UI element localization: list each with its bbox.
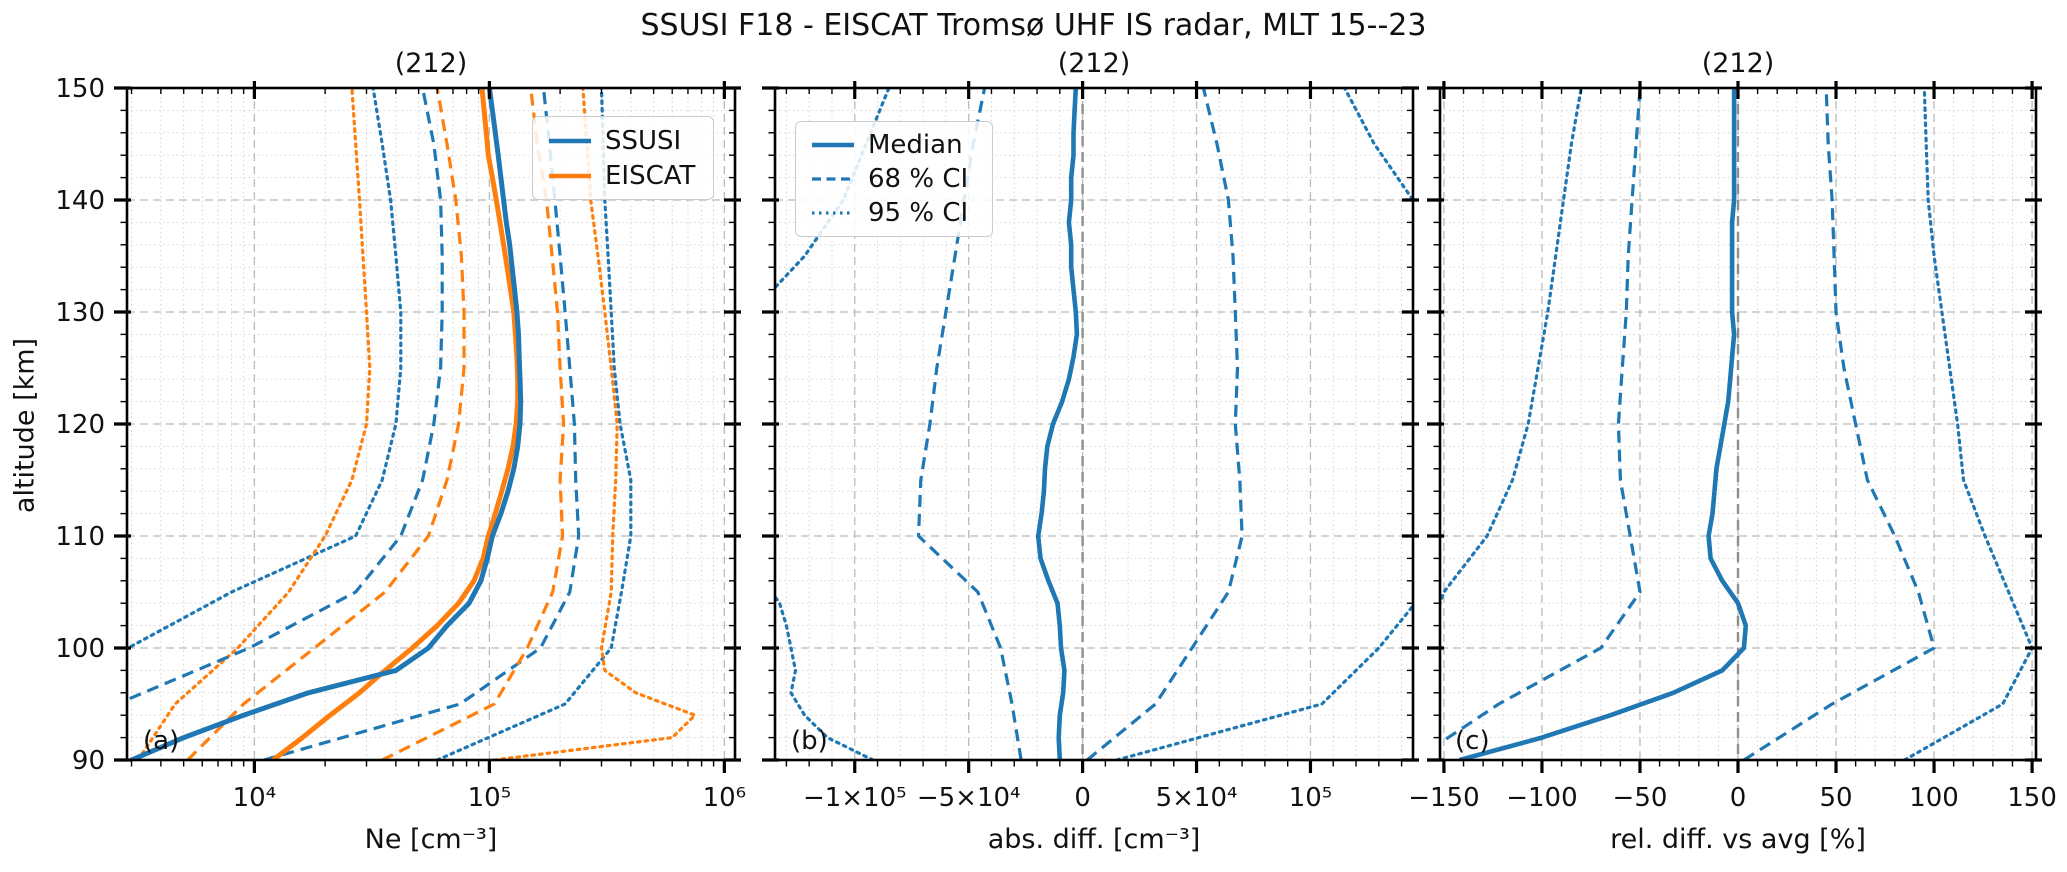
panel-b-letter: (b) <box>791 726 828 756</box>
series-ssusi-median <box>130 88 524 760</box>
svg-text:150: 150 <box>2007 783 2057 813</box>
svg-text:0: 0 <box>1074 783 1091 813</box>
svg-text:−5×10⁴: −5×10⁴ <box>917 783 1021 813</box>
panel-b-title: (212) <box>1057 48 1131 79</box>
svg-text:150: 150 <box>55 74 105 104</box>
series-eiscat-median <box>271 88 521 760</box>
legend-item-label: EISCAT <box>605 160 696 191</box>
legend-item-ssusi: SSUSI <box>547 125 699 156</box>
svg-text:130: 130 <box>55 298 105 328</box>
panel-a-title: (212) <box>394 48 468 79</box>
legend-item-95ci: 95 % CI <box>810 198 978 228</box>
y-axis-label: altitude [km] <box>9 337 41 514</box>
panel-a-x-axis-label: Ne [cm⁻³] <box>364 824 498 855</box>
series-absdiff-95ci-high <box>1115 88 1413 760</box>
svg-text:0: 0 <box>1730 783 1747 813</box>
svg-text:50: 50 <box>1819 783 1852 813</box>
svg-text:10⁴: 10⁴ <box>233 783 277 813</box>
series-reldiff-95ci-low <box>1440 88 1583 608</box>
svg-text:10⁵: 10⁵ <box>1289 783 1333 813</box>
legend-item-label: 95 % CI <box>868 198 969 228</box>
svg-text:90: 90 <box>72 746 105 776</box>
svg-text:−150: −150 <box>1408 783 1479 813</box>
series-ssusi-95ci-high <box>435 88 633 760</box>
series-ssusi-68ci-high <box>263 88 581 760</box>
svg-text:100: 100 <box>55 634 105 664</box>
median-line-sample <box>812 142 854 148</box>
svg-text:100: 100 <box>1909 783 1959 813</box>
legend-panel-b: Median 68 % CI 95 % CI <box>795 121 993 237</box>
svg-text:140: 140 <box>55 186 105 216</box>
series-reldiff-median <box>1458 88 1749 760</box>
series-absdiff-median <box>1035 88 1080 760</box>
legend-item-median: Median <box>810 130 978 160</box>
panel-a-letter: (a) <box>143 726 180 756</box>
eiscat-line-sample <box>549 173 591 178</box>
panel-c-x-axis-label: rel. diff. vs avg [%] <box>1610 824 1866 855</box>
svg-text:−50: −50 <box>1613 783 1668 813</box>
svg-text:120: 120 <box>55 410 105 440</box>
panel-c-title: (212) <box>1701 48 1775 79</box>
legend-item-label: 68 % CI <box>868 164 969 194</box>
series-eiscat-95ci-high <box>492 88 697 760</box>
figure-title: SSUSI F18 - EISCAT Tromsø UHF IS radar, … <box>640 8 1427 43</box>
series-reldiff-68ci-low <box>1440 88 1642 745</box>
svg-text:110: 110 <box>55 522 105 552</box>
series-reldiff-68ci-high <box>1743 88 1936 760</box>
panel-b-x-axis-label: abs. diff. [cm⁻³] <box>987 824 1201 855</box>
ci68-line-sample <box>812 177 854 181</box>
svg-text:−100: −100 <box>1506 783 1577 813</box>
svg-text:−1×10⁵: −1×10⁵ <box>803 783 907 813</box>
series-absdiff-68ci-high <box>1086 88 1244 760</box>
series-eiscat-68ci-high <box>381 88 566 760</box>
legend-item-label: SSUSI <box>605 125 682 156</box>
series-ssusi-68ci-low <box>127 88 444 702</box>
svg-text:10⁵: 10⁵ <box>468 783 512 813</box>
svg-text:5×10⁴: 5×10⁴ <box>1156 783 1238 813</box>
series-eiscat-95ci-low <box>136 88 372 760</box>
series-eiscat-68ci-low <box>186 88 466 760</box>
legend-item-eiscat: EISCAT <box>547 160 699 191</box>
legend-item-68ci: 68 % CI <box>810 164 978 194</box>
svg-text:10⁶: 10⁶ <box>703 783 747 813</box>
ssusi-line-sample <box>549 138 591 143</box>
legend-panel-a: SSUSI EISCAT <box>532 116 714 200</box>
panel-c-letter: (c) <box>1455 726 1490 756</box>
ci95-line-sample <box>812 211 854 215</box>
legend-item-label: Median <box>868 130 963 160</box>
